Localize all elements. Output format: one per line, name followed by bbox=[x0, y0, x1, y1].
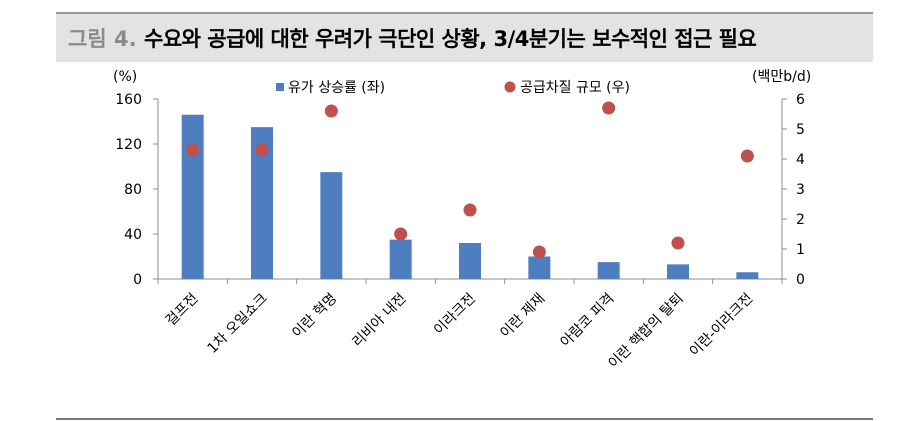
bar bbox=[667, 264, 689, 279]
bar bbox=[320, 172, 343, 279]
left-axis-unit: (%) bbox=[113, 69, 137, 85]
scatter-series bbox=[186, 101, 754, 259]
category-label: 이란-이라크전 bbox=[687, 291, 757, 361]
right-tick-label: 4 bbox=[796, 152, 805, 168]
right-tick-label: 0 bbox=[796, 272, 805, 288]
right-axis-unit: (백만b/d) bbox=[752, 69, 811, 85]
right-tick-label: 1 bbox=[796, 242, 805, 258]
right-tick-label: 2 bbox=[796, 212, 805, 228]
right-tick-label: 5 bbox=[796, 122, 805, 138]
scatter-point bbox=[532, 245, 546, 259]
bar bbox=[251, 127, 273, 279]
bar-series bbox=[181, 114, 759, 279]
scatter-point bbox=[324, 104, 338, 118]
scatter-point bbox=[671, 236, 685, 250]
bar bbox=[389, 239, 412, 279]
legend-dot-swatch bbox=[504, 81, 516, 93]
scatter-point bbox=[740, 149, 754, 163]
chart-axes: 0 40 80 120 160 0 1 2 3 4 5 6 (%) (백만b/d) bbox=[113, 69, 811, 288]
figure-title: 수요와 공급에 대한 우려가 극단인 상황, 3/4분기는 보수적인 접근 필요 bbox=[144, 27, 757, 51]
category-label: 이란 핵합의 탈퇴 bbox=[605, 291, 686, 372]
left-tick-label: 40 bbox=[124, 227, 142, 243]
category-label: 1차 오일쇼크 bbox=[205, 290, 271, 356]
figure-label: 그림 4. bbox=[68, 27, 137, 51]
category-label: 이라크전 bbox=[431, 291, 479, 339]
left-tick-label: 0 bbox=[133, 272, 142, 288]
bar bbox=[459, 243, 481, 279]
title-bar: 그림 4. 수요와 공급에 대한 우려가 극단인 상황, 3/4분기는 보수적인… bbox=[56, 12, 873, 62]
legend: 유가 상승률 (좌) 공급차질 규모 (우) bbox=[276, 80, 630, 96]
legend-dot-label: 공급차질 규모 (우) bbox=[520, 80, 630, 96]
category-label: 이란 혁명 bbox=[289, 291, 340, 342]
scatter-point bbox=[255, 143, 269, 157]
category-label: 아람코 피격 bbox=[557, 291, 617, 351]
scatter-point bbox=[186, 143, 200, 157]
left-tick-label: 160 bbox=[115, 92, 142, 108]
category-label: 이란 제재 bbox=[497, 291, 548, 342]
bar bbox=[597, 262, 620, 279]
bottom-rule bbox=[56, 418, 873, 420]
bar bbox=[736, 272, 759, 279]
bar bbox=[528, 256, 551, 279]
right-tick-label: 6 bbox=[796, 92, 805, 108]
bar bbox=[181, 114, 204, 279]
legend-bar-label: 유가 상승률 (좌) bbox=[288, 80, 385, 96]
category-label: 리비아 내전 bbox=[349, 291, 409, 351]
left-tick-label: 80 bbox=[124, 182, 142, 198]
legend-bar-swatch bbox=[276, 83, 284, 91]
right-tick-label: 3 bbox=[796, 182, 805, 198]
category-label: 걸프전 bbox=[163, 291, 202, 330]
scatter-point bbox=[463, 203, 477, 217]
scatter-point bbox=[394, 227, 408, 241]
scatter-point bbox=[602, 101, 616, 115]
left-tick-label: 120 bbox=[115, 137, 142, 153]
